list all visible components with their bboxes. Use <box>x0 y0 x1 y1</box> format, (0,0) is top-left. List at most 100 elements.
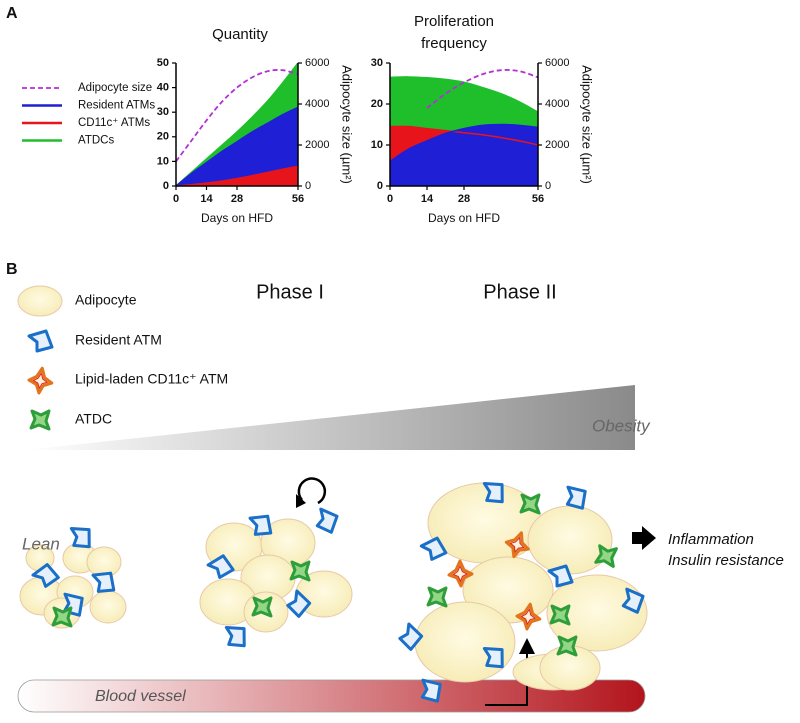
y-tick-label: 20 <box>371 98 383 110</box>
x-tick-label: 56 <box>532 193 544 205</box>
x-tick-label: 14 <box>200 193 213 205</box>
x-tick-label: 56 <box>292 193 304 205</box>
line <box>426 69 539 109</box>
obesity-gradient <box>25 385 635 450</box>
line <box>175 69 299 162</box>
res-icon <box>206 554 235 579</box>
y2-axis-label: Adipocyte size (µm²) <box>340 65 355 184</box>
area-edge <box>175 106 299 187</box>
arrowhead <box>296 494 306 508</box>
res-icon <box>547 564 574 588</box>
y-tick-label: 0 <box>377 180 383 192</box>
cd-inner <box>520 608 537 626</box>
x-tick-label: 0 <box>173 193 179 205</box>
y2-tick-label: 0 <box>305 180 311 192</box>
y2-tick-label: 2000 <box>305 139 329 151</box>
phase-label: Phase II <box>483 281 556 303</box>
x-axis-label: Days on HFD <box>201 211 273 225</box>
area-edge <box>389 125 539 146</box>
atdc-icon <box>289 560 311 582</box>
panel-label: B <box>6 261 18 278</box>
res-icon <box>69 527 91 549</box>
area <box>390 124 538 186</box>
res-icon <box>224 626 246 648</box>
atdc-icon <box>251 596 273 618</box>
atdc-icon <box>556 635 578 657</box>
cells <box>17 285 648 703</box>
y-tick-label: 40 <box>157 82 169 94</box>
outcome-label: Inflammation <box>668 531 754 548</box>
chart-title: Proliferation frequency <box>413 13 495 52</box>
y2-tick-label: 0 <box>545 180 551 192</box>
adipocyte <box>527 505 613 575</box>
res-icon <box>419 536 448 561</box>
res-icon <box>482 482 504 504</box>
legend-label: ATDC <box>75 411 112 427</box>
atdc-icon <box>549 604 571 626</box>
cd-inner <box>509 536 525 554</box>
vessel-label: Blood vessel <box>95 688 186 705</box>
y2-tick-label: 6000 <box>305 57 329 69</box>
legend-label: CD11c⁺ ATMs <box>78 117 150 129</box>
cd-inner <box>32 372 49 390</box>
adipocyte <box>414 601 516 683</box>
res-icon <box>565 485 587 510</box>
legend-label: Resident ATM <box>75 332 162 348</box>
atdc-icon <box>51 606 73 628</box>
legend-label: Adipocyte <box>75 292 137 308</box>
res-icon <box>420 678 442 703</box>
y-tick-label: 30 <box>371 57 383 69</box>
arrow <box>632 526 656 550</box>
legend-label: Resident ATMs <box>78 100 155 112</box>
panel-label: A <box>6 5 18 22</box>
adipocyte <box>89 590 127 624</box>
cd-inner <box>452 564 469 583</box>
y-tick-label: 30 <box>157 106 169 118</box>
res-icon <box>315 507 339 534</box>
chart-title: Quantity <box>212 26 268 43</box>
res-icon <box>286 589 312 618</box>
res-icon <box>248 514 273 536</box>
x-tick-label: 0 <box>387 193 393 205</box>
obesity-label: Obesity <box>592 416 651 435</box>
y2-tick-label: 4000 <box>545 98 569 110</box>
lean-label: Lean <box>22 534 60 553</box>
y-tick-label: 0 <box>163 180 169 192</box>
x-tick-label: 28 <box>231 193 243 205</box>
res-icon <box>31 563 60 588</box>
area-edge <box>175 62 299 187</box>
phase-label: Phase I <box>256 281 324 303</box>
cd-icon <box>447 559 474 588</box>
cd-icon <box>27 366 54 395</box>
y-tick-label: 20 <box>157 131 169 143</box>
area-edge <box>175 165 299 187</box>
res-icon <box>482 647 504 669</box>
area <box>176 166 298 186</box>
y2-tick-label: 4000 <box>305 98 329 110</box>
res-icon <box>91 571 116 593</box>
y2-axis-label: Adipocyte size (µm²) <box>580 65 595 184</box>
atdc-icon <box>426 586 448 608</box>
y2-tick-label: 2000 <box>545 139 569 151</box>
arrowhead <box>519 638 535 654</box>
adipocyte <box>17 285 63 317</box>
area-edge <box>389 123 539 163</box>
proliferation-arrow <box>297 477 327 505</box>
x-tick-label: 14 <box>421 193 434 205</box>
x-axis-label: Days on HFD <box>428 211 500 225</box>
cd-icon <box>504 531 530 559</box>
res-icon <box>621 587 645 614</box>
y-tick-label: 10 <box>157 155 169 167</box>
res-icon <box>27 329 54 353</box>
legend-label: Lipid-laden CD11c⁺ ATM <box>75 371 228 387</box>
y2-tick-label: 6000 <box>545 57 569 69</box>
outcome-label: Insulin resistance <box>668 552 784 569</box>
atdc-icon <box>519 493 541 515</box>
atdc-icon <box>29 409 51 431</box>
area-edge <box>389 76 539 113</box>
x-tick-label: 28 <box>458 193 470 205</box>
legend-label: Adipocyte size <box>78 82 152 94</box>
atdc-icon <box>594 544 618 568</box>
